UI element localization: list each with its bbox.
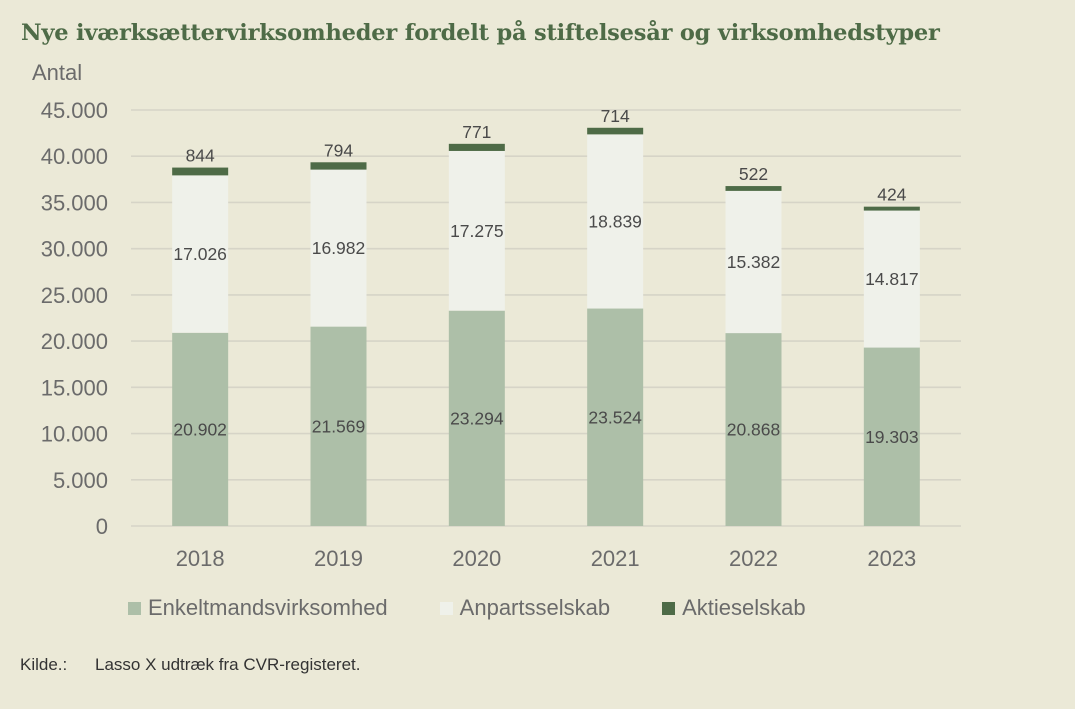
data-label-enkeltmand: 21.569 (312, 416, 366, 436)
bar-segment-aktie (863, 206, 920, 211)
y-tick-label: 0 (96, 514, 108, 539)
y-tick-label: 30.000 (41, 237, 108, 262)
y-tick-label: 40.000 (41, 144, 108, 169)
legend: Enkeltmandsvirksomhed Anpartsselskab Akt… (128, 595, 858, 621)
legend-label-enkeltmand: Enkeltmandsvirksomhed (148, 595, 388, 620)
data-label-aktie: 714 (601, 106, 630, 126)
data-label-enkeltmand: 20.902 (173, 419, 227, 439)
legend-label-aktie: Aktieselskab (682, 595, 806, 620)
legend-swatch-aktie (662, 601, 676, 615)
x-tick-label: 2021 (591, 546, 640, 571)
data-label-aktie: 424 (877, 185, 906, 205)
legend-swatch-enkeltmand (128, 601, 141, 615)
bar-segment-enkeltmand (863, 347, 920, 526)
legend-item-anparts: Anpartsselskab (439, 595, 611, 621)
chart-title: Nye iværksættervirksomheder fordelt på s… (21, 20, 940, 46)
bar-segment-enkeltmand (725, 333, 782, 526)
bar-segment-aktie (725, 186, 782, 191)
y-tick-label: 5.000 (53, 468, 108, 493)
data-label-enkeltmand: 19.303 (865, 427, 919, 447)
y-axis-label: Antal (32, 60, 82, 85)
x-tick-label: 2019 (314, 546, 363, 571)
data-label-aktie: 522 (739, 164, 768, 184)
source-label: Kilde.: (20, 655, 68, 674)
legend-swatch-anparts (439, 601, 453, 615)
x-tick-label: 2022 (729, 546, 778, 571)
legend-label-anparts: Anpartsselskab (459, 595, 611, 620)
data-label-anparts: 15.382 (727, 252, 781, 272)
data-label-aktie: 771 (462, 122, 491, 142)
data-label-enkeltmand: 23.524 (588, 407, 642, 427)
bar-segment-anparts (310, 169, 367, 327)
bar-segment-enkeltmand (587, 308, 644, 526)
bar-segment-anparts (725, 190, 782, 334)
bar-segment-anparts (448, 150, 505, 311)
bar-segment-aktie (172, 167, 229, 176)
bar-segment-anparts (172, 175, 229, 333)
y-tick-label: 10.000 (41, 422, 108, 447)
y-tick-label: 25.000 (41, 283, 108, 308)
data-label-anparts: 17.275 (450, 221, 504, 241)
bar-segment-aktie (310, 162, 367, 170)
data-label-aktie: 794 (324, 140, 353, 160)
bar-segment-aktie (587, 127, 644, 135)
bar-segment-anparts (587, 134, 644, 309)
data-label-enkeltmand: 20.868 (727, 420, 781, 440)
data-label-aktie: 844 (186, 146, 215, 166)
data-label-enkeltmand: 23.294 (450, 408, 504, 428)
data-label-anparts: 18.839 (588, 211, 642, 231)
data-label-anparts: 14.817 (865, 269, 919, 289)
bar-segment-aktie (448, 143, 505, 151)
legend-item-enkeltmand: Enkeltmandsvirksomhed (128, 595, 388, 621)
bar-segment-enkeltmand (310, 326, 367, 526)
y-tick-label: 20.000 (41, 329, 108, 354)
legend-item-aktie: Aktieselskab (662, 595, 806, 621)
y-tick-label: 15.000 (41, 375, 108, 400)
source-note: Kilde.: Lasso X udtræk fra CVR-registere… (20, 655, 360, 675)
source-text: Lasso X udtræk fra CVR-registeret. (95, 655, 361, 674)
y-tick-label: 45.000 (41, 98, 108, 123)
x-tick-label: 2020 (452, 546, 501, 571)
y-tick-label: 35.000 (41, 190, 108, 215)
bar-segment-enkeltmand (172, 332, 229, 526)
data-label-anparts: 16.982 (312, 238, 366, 258)
bar-segment-enkeltmand (448, 310, 505, 526)
x-tick-label: 2023 (867, 546, 916, 571)
x-tick-label: 2018 (176, 546, 225, 571)
bar-segment-anparts (863, 210, 920, 348)
data-label-anparts: 17.026 (173, 244, 227, 264)
